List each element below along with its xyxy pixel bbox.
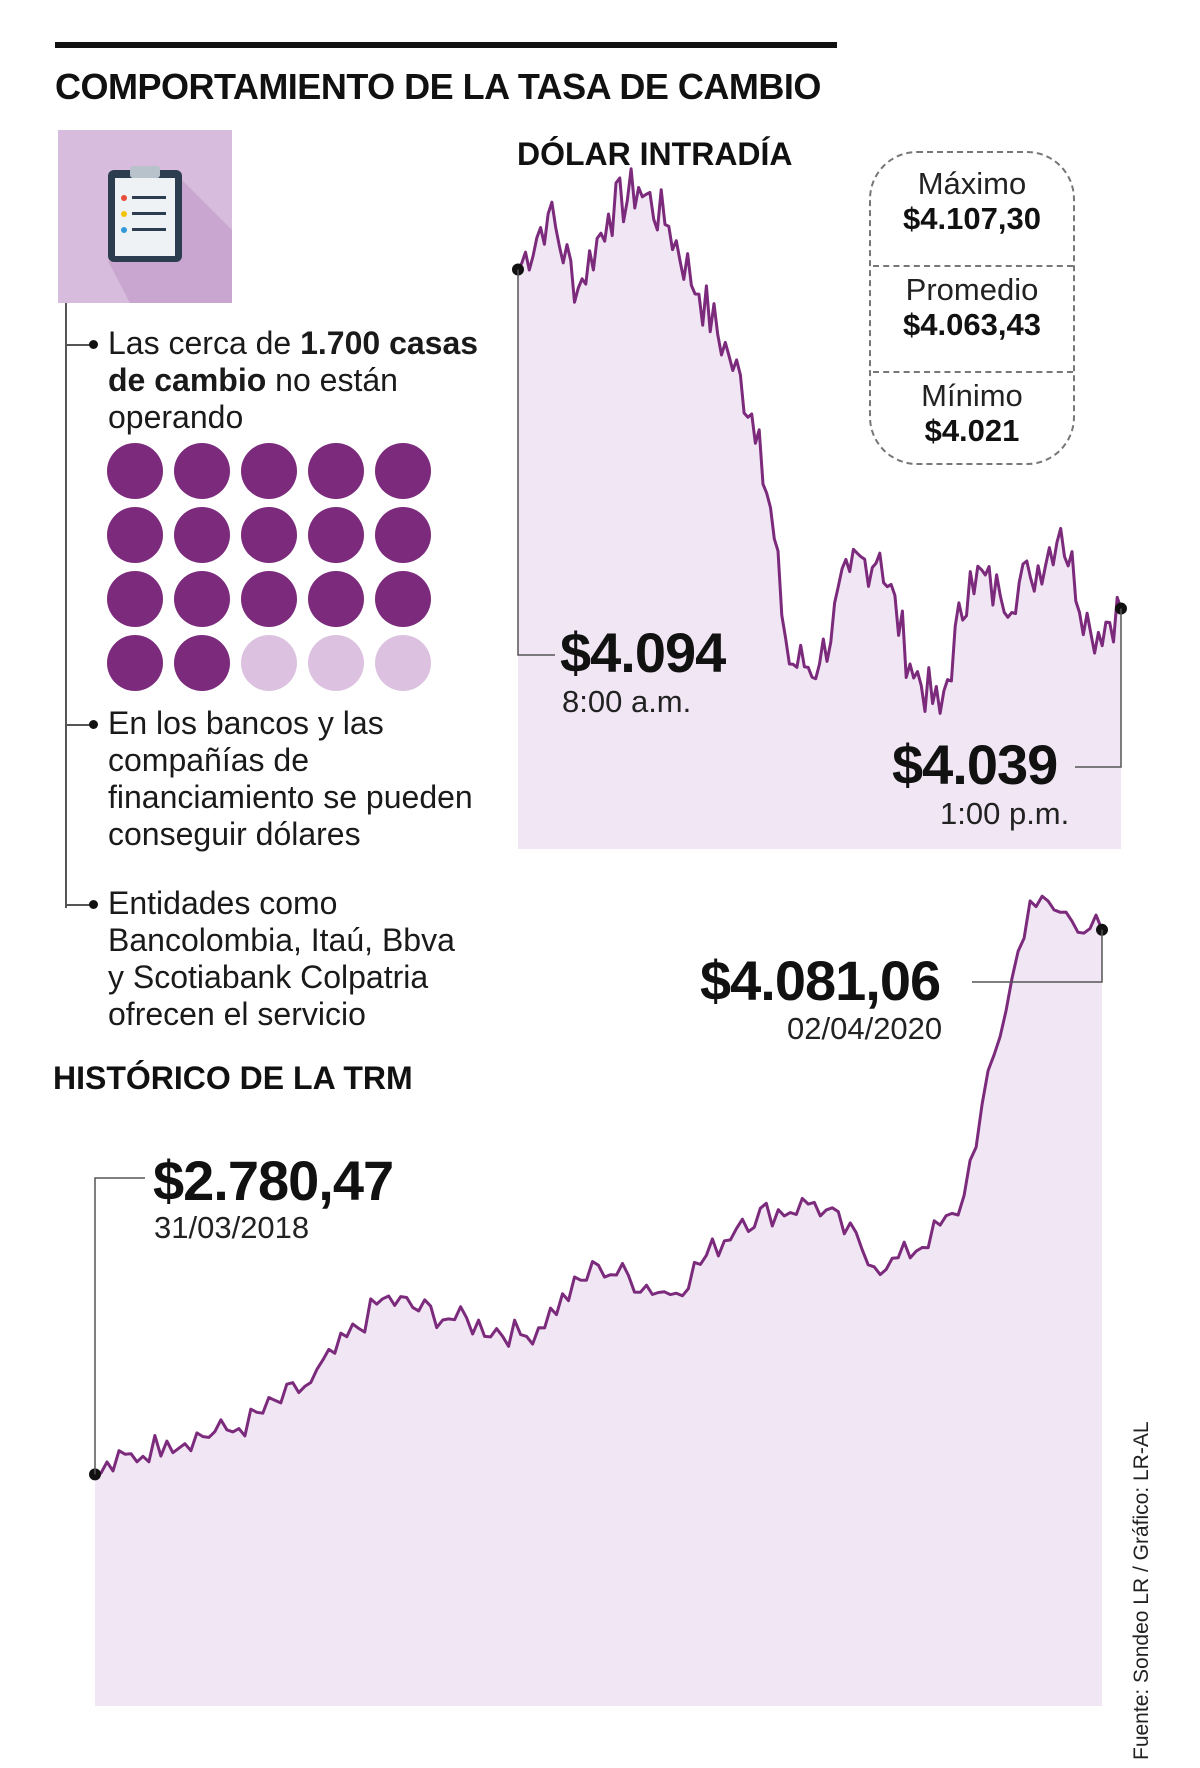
- intraday-label: DÓLAR INTRADÍA: [517, 136, 793, 172]
- intraday-line: [516, 167, 1123, 715]
- intraday-start-value: $4.094: [560, 621, 726, 684]
- bullet-text-3: Entidades como Bancolombia, Itaú, Bbva y…: [108, 885, 455, 1032]
- stat-divider: [873, 265, 1073, 267]
- trm-end-value: $4.081,06: [700, 949, 941, 1012]
- bullet-1-text-start: Las cerca de: [108, 325, 301, 361]
- stat-promedio-value: $4.063,43: [903, 307, 1041, 342]
- dot-filled: [107, 571, 163, 627]
- intraday-start-time: 8:00 a.m.: [562, 684, 692, 719]
- dot-filled: [241, 571, 297, 627]
- bullet-1-text-bold: 1.700 casas de cambio: [108, 325, 479, 398]
- trm-start-leader: [94, 1177, 145, 1475]
- bullet-1-text-end: no están operando: [108, 362, 398, 435]
- dot-filled: [174, 443, 230, 499]
- dot-filled: [174, 571, 230, 627]
- dot-filled: [375, 507, 431, 563]
- dot-filled: [107, 443, 163, 499]
- stat-minimo-label: Mínimo: [921, 378, 1023, 413]
- dot-empty: [308, 635, 364, 691]
- stat-minimo: Mínimo $4.021: [871, 379, 1073, 449]
- dot-filled: [107, 507, 163, 563]
- trm-label: HISTÓRICO DE LA TRM: [53, 1060, 413, 1096]
- stat-promedio-label: Promedio: [905, 272, 1039, 307]
- intraday-end-leader: [1075, 608, 1122, 768]
- trm-line: [94, 894, 1104, 1476]
- bullet-text-2: En los bancos y las compañías de financi…: [108, 705, 473, 852]
- clipboard-icon: [108, 166, 232, 303]
- dot-empty: [241, 635, 297, 691]
- top-rule: [55, 42, 837, 48]
- casas-dot-matrix: [107, 443, 437, 693]
- trm-start-date: 31/03/2018: [154, 1210, 310, 1245]
- trm-area: [95, 896, 1102, 1706]
- stat-promedio: Promedio $4.063,43: [871, 273, 1073, 343]
- intraday-end-value: $4.039: [892, 733, 1058, 796]
- dot-empty: [375, 635, 431, 691]
- bullet-connector-line: [65, 303, 67, 908]
- clipboard-icon-box: [58, 130, 232, 303]
- trm-end-leader: [972, 929, 1103, 983]
- trm-end-date: 02/04/2020: [787, 1011, 943, 1046]
- intraday-stats-box: Máximo $4.107,30 Promedio $4.063,43 Míni…: [869, 151, 1075, 465]
- dot-filled: [174, 507, 230, 563]
- stat-minimo-value: $4.021: [924, 413, 1020, 448]
- stat-divider: [873, 371, 1073, 373]
- stat-maximo: Máximo $4.107,30: [871, 167, 1073, 237]
- dot-filled: [375, 443, 431, 499]
- page-title: COMPORTAMIENTO DE LA TASA DE CAMBIO: [55, 66, 821, 107]
- trm-start-value: $2.780,47: [153, 1149, 394, 1212]
- stat-maximo-label: Máximo: [917, 166, 1027, 201]
- dot-filled: [308, 507, 364, 563]
- dot-filled: [174, 635, 230, 691]
- dot-filled: [375, 571, 431, 627]
- dot-filled: [107, 635, 163, 691]
- intraday-end-time: 1:00 p.m.: [940, 796, 1070, 831]
- dot-filled: [308, 443, 364, 499]
- dot-filled: [241, 507, 297, 563]
- intraday-area: [518, 168, 1121, 850]
- source-credit: Fuente: Sondeo LR / Gráfico: LR-AL: [1130, 1421, 1153, 1760]
- stat-maximo-value: $4.107,30: [903, 201, 1041, 236]
- bullet-text-1: Las cerca de 1.700 casas de cambio no es…: [108, 325, 488, 436]
- dot-filled: [308, 571, 364, 627]
- intraday-start-leader: [517, 269, 555, 656]
- dot-filled: [241, 443, 297, 499]
